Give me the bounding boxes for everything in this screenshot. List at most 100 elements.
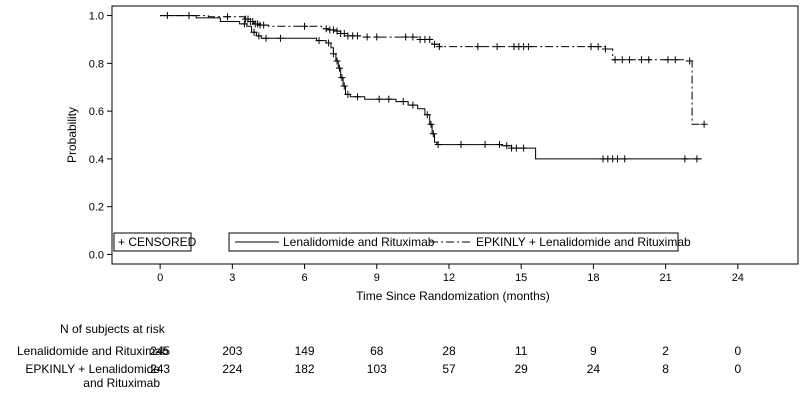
censor-mark — [340, 29, 348, 37]
censor-mark — [671, 56, 679, 64]
censor-mark — [333, 57, 341, 65]
censor-mark — [524, 43, 532, 51]
risk-cell: 245 — [150, 344, 171, 358]
censor-mark — [322, 25, 330, 33]
x-axis-label: Time Since Randomization (months) — [356, 289, 550, 303]
censor-mark — [645, 56, 653, 64]
risk-cell: 11 — [514, 344, 528, 358]
censor-mark — [686, 57, 694, 65]
km-chart: 0 3 6 9 12 15 18 21 24 0.0 0.2 0.4 0.6 0.8 1.0 Probabi… — [65, 5, 799, 303]
censor-mark — [427, 120, 435, 128]
censor-mark — [638, 56, 646, 64]
censor-mark — [329, 26, 337, 34]
censor-mark — [431, 40, 439, 48]
censor-mark — [163, 12, 171, 20]
censor-mark — [344, 90, 352, 98]
risk-cell: 9 — [590, 344, 597, 358]
risk-cell: 24 — [586, 362, 601, 376]
censor-mark — [503, 142, 511, 150]
y-tick-label: 0.0 — [89, 249, 104, 261]
censor-mark — [402, 33, 410, 41]
x-tick-label: 18 — [587, 272, 599, 284]
censor-mark — [587, 43, 595, 51]
x-tick-label: 9 — [374, 272, 380, 284]
censor-mark — [426, 35, 434, 43]
curve-2 — [160, 15, 702, 125]
censor-mark — [354, 93, 362, 101]
risk-row-label-1: Lenalidomide and Rituximab — [17, 344, 169, 358]
legend-series: Lenalidomide and Rituximab EPKINLY + Len… — [228, 232, 691, 252]
x-tick-label: 6 — [301, 272, 307, 284]
legend-censored: + CENSORED — [113, 232, 197, 252]
censor-mark — [363, 33, 371, 41]
y-tick-label: 0.2 — [89, 202, 104, 214]
censor-mark — [260, 21, 268, 29]
x-tick-label: 3 — [229, 272, 235, 284]
censor-mark — [626, 56, 634, 64]
risk-cell: 103 — [366, 362, 387, 376]
x-tick-label: 0 — [157, 272, 163, 284]
risk-cell: 224 — [222, 362, 243, 376]
censor-mark — [693, 155, 701, 163]
risk-cell: 57 — [442, 362, 456, 376]
censor-mark — [493, 43, 501, 51]
plot-frame — [111, 5, 799, 265]
y-tick-label: 1.0 — [89, 11, 104, 23]
censor-mark — [185, 12, 193, 20]
censor-mark — [613, 155, 621, 163]
risk-row-label-2: EPKINLY + Lenalidomide and Rituximab — [25, 362, 160, 390]
risk-cell: 0 — [734, 344, 742, 358]
censor-mark — [496, 141, 504, 149]
survival-curves — [160, 15, 702, 160]
x-tick-label: 12 — [443, 272, 455, 284]
censor-mark — [474, 43, 482, 51]
legend-series-2-label: EPKINLY + Lenalidomide and Rituximab — [476, 235, 691, 249]
y-tick-label: 0.6 — [89, 106, 104, 118]
risk-cell: 203 — [222, 344, 243, 358]
censor-mark — [315, 37, 323, 45]
censor-mark — [409, 101, 417, 109]
risk-cell: 2 — [662, 344, 669, 358]
curve-1 — [160, 15, 702, 160]
censor-mark — [621, 155, 629, 163]
censor-mark — [250, 28, 258, 36]
censor-mark — [301, 22, 309, 30]
censor-mark — [434, 141, 442, 149]
censor-mark — [240, 20, 248, 28]
risk-cell: 8 — [662, 362, 669, 376]
censor-mark — [409, 33, 417, 41]
censor-mark — [325, 39, 333, 47]
censor-mark — [335, 64, 343, 72]
censor-mark — [601, 45, 609, 53]
censor-mark — [255, 32, 263, 40]
x-tick-label: 24 — [732, 272, 744, 284]
censor-mark — [435, 43, 443, 51]
censor-mark — [276, 34, 284, 42]
censor-mark — [373, 33, 381, 41]
censor-mark — [354, 32, 362, 40]
axis-ticks: 0 3 6 9 12 15 18 21 24 0.0 0.2 0.4 0.6 0.8 1.0 — [89, 11, 744, 284]
censor-mark — [700, 120, 708, 128]
legend-censored-label: + CENSORED — [118, 235, 197, 249]
censor-mark — [618, 56, 626, 64]
risk-cell: 0 — [734, 362, 742, 376]
censor-mark — [594, 43, 602, 51]
risk-table-title: N of subjects at risk — [60, 322, 165, 336]
risk-cell: 28 — [442, 344, 456, 358]
censor-mark — [520, 144, 528, 152]
x-tick-label: 21 — [659, 272, 671, 284]
censor-mark — [481, 141, 489, 149]
censor-mark — [423, 111, 431, 119]
censor-mark — [340, 82, 348, 90]
risk-cell: 68 — [370, 344, 384, 358]
censor-mark — [375, 95, 383, 103]
risk-cell: 243 — [150, 362, 171, 376]
censor-mark — [399, 98, 407, 106]
censor-mark — [262, 34, 270, 42]
risk-cell: 29 — [514, 362, 528, 376]
censor-mark — [329, 50, 337, 58]
censor-mark — [385, 95, 393, 103]
censor-mark — [457, 141, 465, 149]
risk-cell: 182 — [294, 362, 315, 376]
